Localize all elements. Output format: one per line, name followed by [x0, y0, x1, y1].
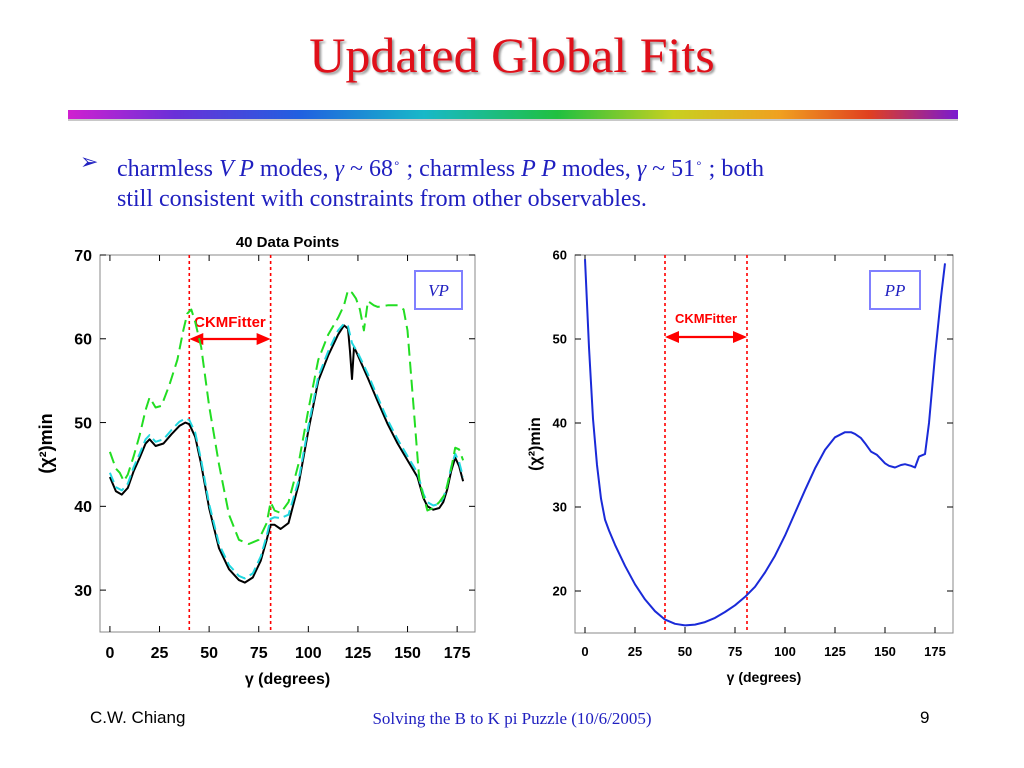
bullet-degree-symbol: ∘	[392, 156, 401, 170]
bullet-text-part: charmless	[117, 156, 219, 182]
ckmfitter-label: CKMFitter	[194, 314, 266, 331]
arrow-bullet-icon: ➢	[80, 150, 99, 175]
panel-label-text: VP	[428, 281, 449, 300]
y-tick-label: 20	[553, 584, 567, 599]
bullet-text: charmless V P modes, γ ~ 68∘ ; charmless…	[117, 148, 960, 214]
series-green-line	[108, 289, 465, 545]
x-tick-label: 0	[581, 644, 588, 659]
bullet-text-part: modes,	[253, 156, 335, 182]
bullet-text-part: ~ 68	[344, 156, 393, 182]
y-tick-label: 50	[74, 415, 92, 432]
x-tick-label: 25	[151, 645, 169, 662]
bullet-text-part: ; charmless	[400, 156, 522, 182]
y-tick-label: 40	[74, 499, 92, 516]
bullet-gamma-symbol: γ	[636, 156, 647, 182]
vp-chart: 30 40 50 60 70 0 25 50 75 100 125 150 175 CKMFitter VP…	[36, 234, 476, 688]
x-tick-label: 125	[345, 645, 372, 662]
y-tick-label: 40	[553, 416, 567, 431]
bullet-pp-italic: P P	[521, 156, 557, 182]
x-tick-label: 0	[105, 645, 114, 662]
series-cyan-line	[108, 322, 465, 580]
footer-page-number: 9	[920, 708, 930, 727]
bullet-gamma-symbol: γ	[334, 156, 344, 182]
x-axis-label: γ (degrees)	[727, 669, 802, 685]
x-tick-label: 50	[678, 644, 692, 659]
slide-title: Updated Global Fits	[309, 27, 715, 83]
arrow-right-icon	[256, 333, 271, 345]
footer-talk-title: Solving the B to K pi Puzzle (10/6/2005)	[372, 709, 652, 728]
x-tick-label: 175	[924, 644, 946, 659]
ckmfitter-label: CKMFitter	[675, 311, 737, 326]
x-tick-label: 50	[200, 645, 218, 662]
x-axis-label: γ (degrees)	[245, 671, 330, 688]
x-tick-label: 175	[444, 645, 471, 662]
plot-frame	[574, 254, 954, 634]
y-axis-label: (χ²)min	[527, 417, 544, 471]
rainbow-divider	[68, 110, 958, 121]
bullet-vp-italic: V P	[218, 156, 254, 182]
y-tick-label: 30	[74, 583, 92, 600]
pp-chart: 20 30 40 50 60 0 25 50 75 100 125 150 175 CKMFitter PP…	[527, 248, 954, 685]
bullet-text-part: modes,	[556, 156, 637, 182]
arrow-right-icon	[733, 331, 747, 343]
panel-label-box	[869, 270, 921, 310]
x-tick-label: 100	[295, 645, 322, 662]
x-tick-label: 100	[774, 644, 796, 659]
plot-frame	[99, 254, 476, 633]
bullet-text-line2: still consistent with constraints from o…	[117, 186, 647, 212]
chart-title: 40 Data Points	[236, 234, 339, 251]
x-tick-label: 75	[728, 644, 742, 659]
series-curve-line	[584, 259, 946, 627]
panel-label-box	[414, 270, 463, 310]
footer-author: C.W. Chiang	[90, 708, 186, 727]
bullet-point: ➢ charmless V P modes, γ ~ 68∘ ; charmle…	[80, 148, 960, 214]
x-tick-label: 25	[628, 644, 642, 659]
bullet-text-part: ~ 51	[646, 156, 696, 182]
y-tick-label: 60	[74, 332, 92, 349]
y-tick-label: 70	[74, 248, 92, 265]
y-tick-label: 60	[553, 248, 567, 263]
arrow-left-icon	[665, 331, 679, 343]
bullet-degree-symbol: ∘	[695, 156, 703, 170]
y-tick-label: 30	[553, 500, 567, 515]
bullet-text-part: ; both	[702, 156, 765, 182]
x-tick-label: 75	[250, 645, 268, 662]
panel-label-text: PP	[884, 281, 906, 300]
x-tick-label: 150	[874, 644, 896, 659]
y-axis-label: (χ²)min	[36, 413, 56, 473]
y-tick-label: 50	[553, 332, 567, 347]
x-tick-label: 125	[824, 644, 846, 659]
x-tick-label: 150	[394, 645, 421, 662]
